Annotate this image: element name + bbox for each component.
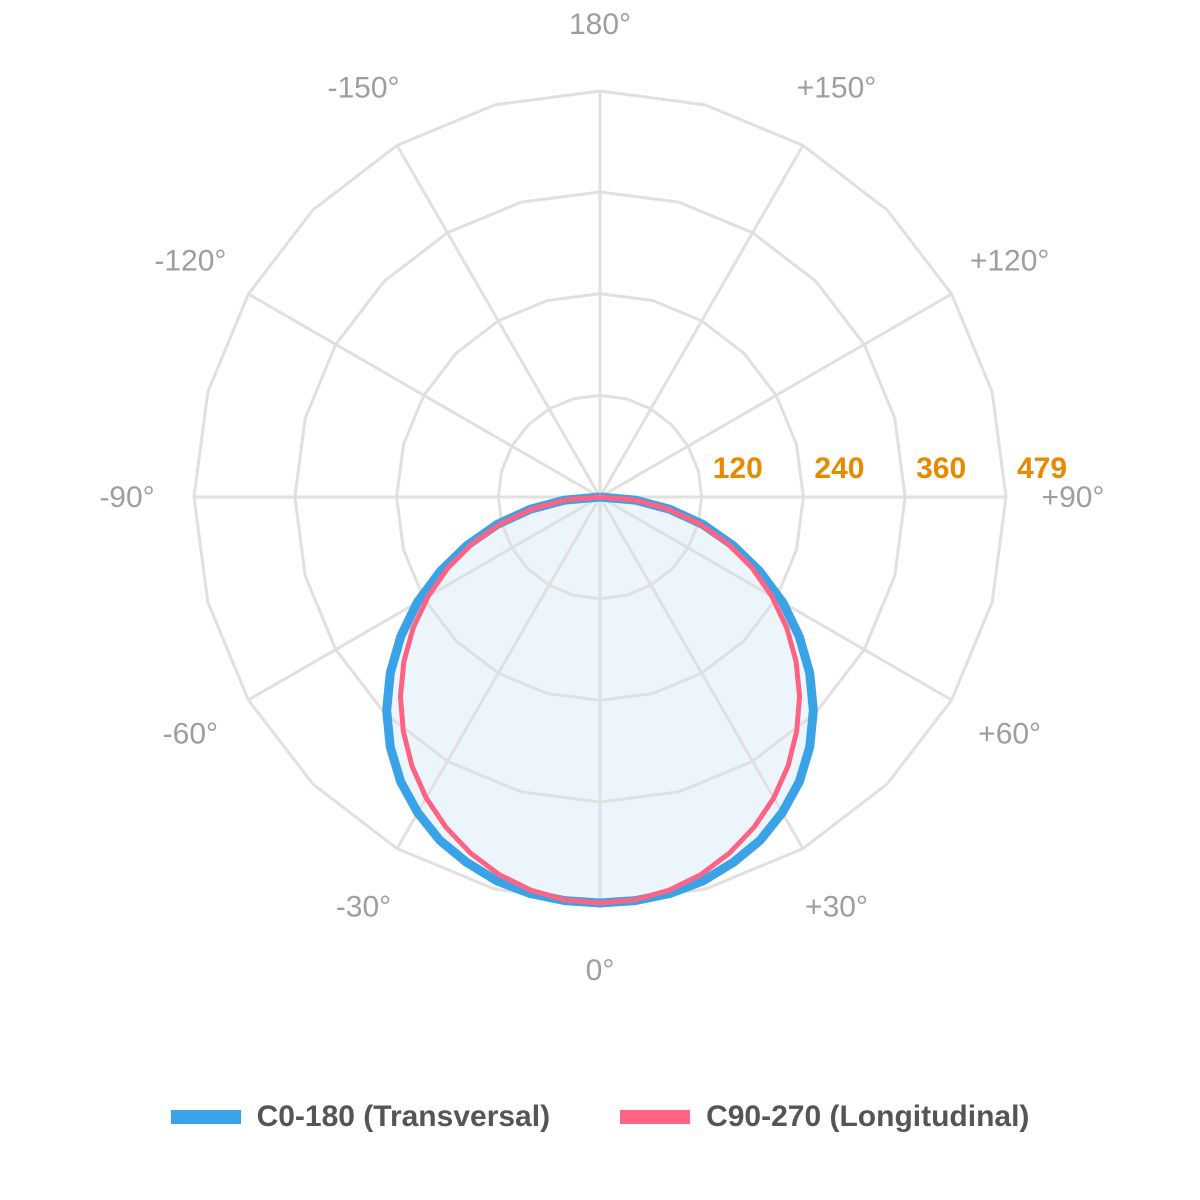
data-point (798, 781, 800, 783)
data-point (564, 499, 566, 501)
radial-tick-label: 360 (916, 452, 966, 485)
data-point (496, 880, 498, 882)
data-point (389, 746, 391, 748)
data-point (466, 862, 468, 864)
angle-label: +30° (805, 891, 868, 924)
data-point (700, 873, 702, 875)
data-point (812, 709, 814, 711)
data-point (729, 852, 731, 854)
data-point (799, 696, 801, 698)
data-point (400, 781, 402, 783)
legend-label: C90-270 (Longitudinal) (706, 1100, 1030, 1133)
data-point (417, 812, 419, 814)
data-point (753, 826, 755, 828)
data-point (798, 636, 800, 638)
labels: 0° +30° +60° +90° +120° +150° 180° -150° -120° -9… (99, 8, 1104, 987)
data-point (599, 902, 601, 904)
data-point (781, 812, 783, 814)
legend-item-transversal[interactable]: C0-180 (Transversal) (170, 1100, 551, 1134)
data-point (439, 839, 441, 841)
angle-label: -150° (327, 71, 399, 104)
data-point (530, 889, 532, 891)
data-point (427, 595, 429, 597)
data-point (787, 765, 789, 767)
legend-swatch-blue (170, 1110, 241, 1124)
angle-label: +60° (978, 718, 1041, 751)
data-point (809, 672, 811, 674)
radial-tick-label: 120 (713, 452, 763, 485)
data-point (469, 852, 471, 854)
angle-label: -30° (336, 891, 391, 924)
data-point (416, 602, 418, 604)
legend: C0-180 (Transversal) C90-270 (Longitudin… (0, 1100, 1200, 1134)
data-point (786, 627, 788, 629)
data-point (529, 892, 531, 894)
data-point (498, 873, 500, 875)
data-point (389, 672, 391, 674)
data-point (667, 508, 669, 510)
data-point (782, 602, 784, 604)
data-point (669, 892, 671, 894)
radial-tick-label: 240 (814, 452, 864, 485)
data-point (795, 661, 797, 663)
data-point (732, 862, 734, 864)
data-point (399, 696, 401, 698)
data-point (564, 899, 566, 901)
grid-spoke (395, 144, 602, 498)
grid (192, 89, 1008, 905)
data-point (403, 661, 405, 663)
angle-label: 0° (586, 954, 615, 987)
data-point (531, 508, 533, 510)
data-point (702, 880, 704, 882)
grid-spoke (598, 496, 805, 850)
angle-label: +90° (1042, 481, 1105, 514)
angle-label: +150° (797, 71, 877, 104)
data-point (386, 709, 388, 711)
data-point (668, 889, 670, 891)
data-point (771, 595, 773, 597)
data-point (809, 746, 811, 748)
legend-swatch-pink (620, 1110, 691, 1124)
data-point (500, 523, 502, 525)
data-point (634, 899, 636, 901)
grid-spoke (247, 292, 601, 499)
data-point (759, 839, 761, 841)
data-point (726, 542, 728, 544)
data-point (447, 567, 449, 569)
data-point (400, 636, 402, 638)
grid-spoke (598, 144, 805, 498)
angle-label: -120° (154, 245, 226, 278)
data-point (402, 730, 404, 732)
data-point (773, 797, 775, 799)
data-point (445, 826, 447, 828)
angle-label: -90° (99, 481, 154, 514)
radial-tick-label: 479 (1017, 452, 1067, 485)
data-point (599, 496, 601, 498)
data-point (759, 571, 761, 573)
grid-spoke (395, 496, 602, 850)
angle-label: +120° (970, 245, 1050, 278)
data-point (796, 730, 798, 732)
data-point (425, 797, 427, 799)
angle-label: -60° (163, 718, 218, 751)
series (382, 492, 818, 908)
data-point (472, 542, 474, 544)
legend-label: C0-180 (Transversal) (256, 1100, 551, 1133)
data-point (411, 765, 413, 767)
data-point (412, 627, 414, 629)
data-point (698, 523, 700, 525)
legend-item-longitudinal[interactable]: C90-270 (Longitudinal) (620, 1100, 1029, 1134)
data-point (751, 567, 753, 569)
grid-spoke (599, 292, 953, 499)
data-point (439, 571, 441, 573)
angle-label: 180° (569, 8, 631, 41)
data-point (634, 499, 636, 501)
